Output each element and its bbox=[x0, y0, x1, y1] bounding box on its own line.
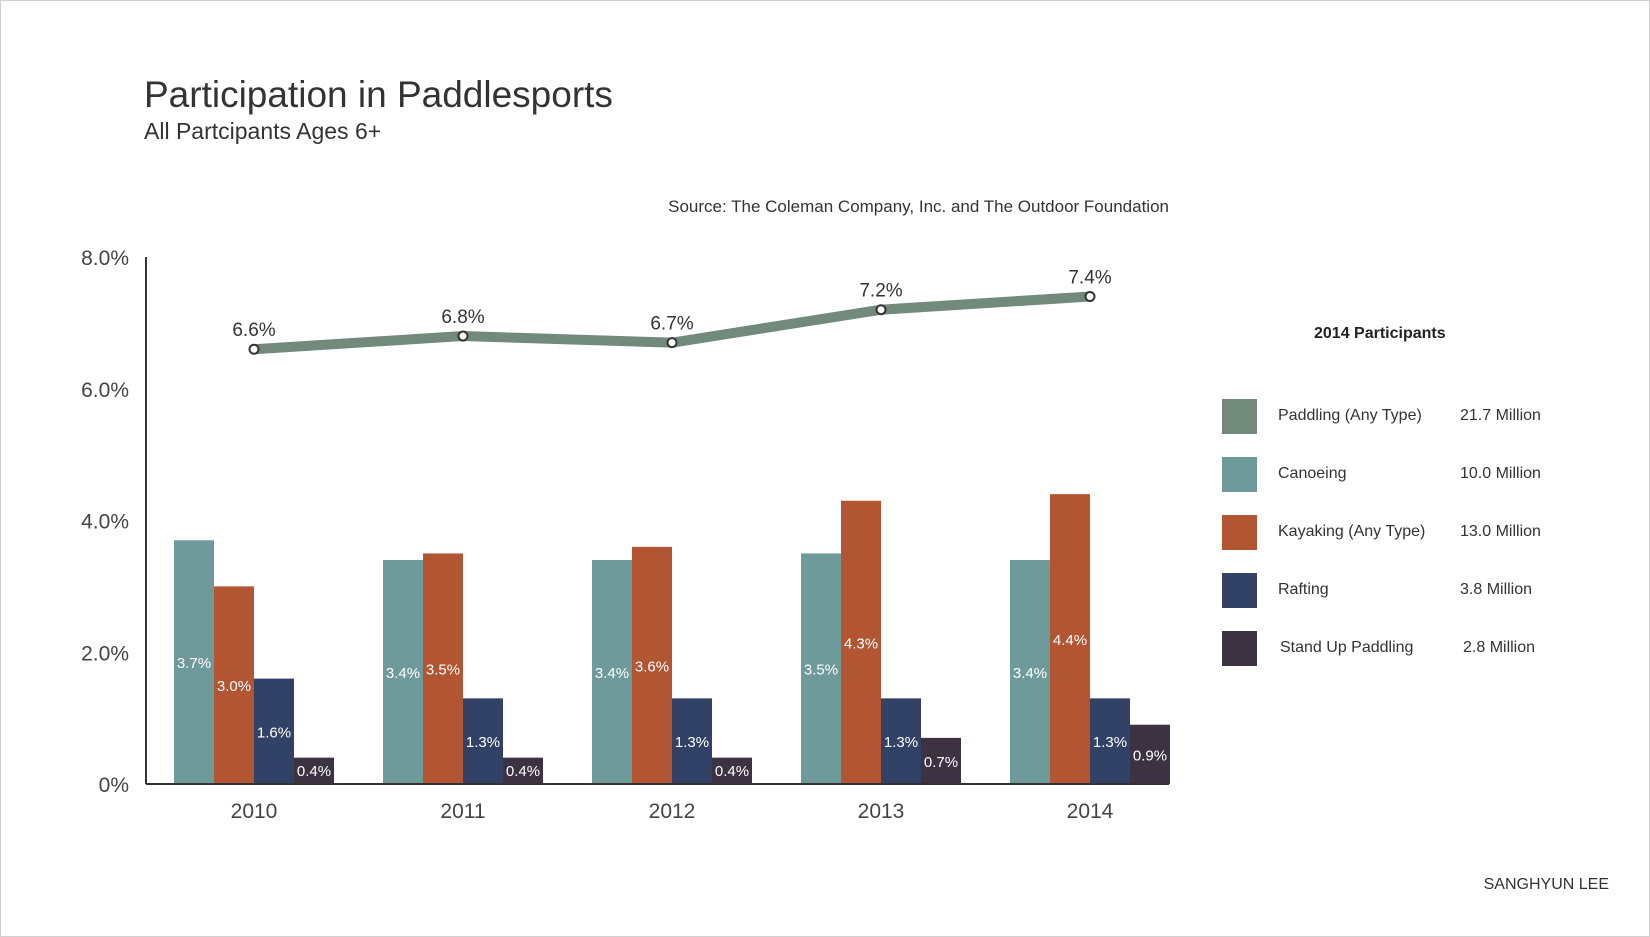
x-tick-label: 2014 bbox=[1067, 800, 1114, 823]
legend-item-sup: Stand Up Paddling 2.8 Million bbox=[1222, 631, 1562, 667]
bar-data-label: 3.4% bbox=[386, 665, 420, 682]
bar bbox=[1010, 560, 1050, 784]
line-data-label: 7.4% bbox=[1068, 268, 1111, 289]
source-note: Source: The Coleman Company, Inc. and Th… bbox=[668, 197, 1169, 216]
legend-label-canoeing: Canoeing bbox=[1278, 465, 1347, 482]
bar bbox=[423, 553, 463, 784]
bar-data-label: 0.4% bbox=[715, 763, 749, 780]
line-data-label: 6.8% bbox=[441, 307, 484, 328]
x-tick-label: 2010 bbox=[231, 800, 278, 823]
legend-label-rafting: Rafting bbox=[1278, 581, 1329, 598]
legend-value-sup: 2.8 Million bbox=[1463, 639, 1536, 656]
legend-item-rafting: Rafting 3.8 Million bbox=[1222, 573, 1562, 609]
legend-swatch-kayaking bbox=[1222, 515, 1257, 550]
bar bbox=[463, 698, 503, 784]
y-axis-ticks: 0% 2.0% 4.0% 6.0% 8.0% bbox=[81, 247, 129, 797]
line-data-label: 6.7% bbox=[650, 314, 693, 335]
bar-data-label: 3.5% bbox=[426, 662, 460, 679]
bar bbox=[294, 757, 334, 784]
bar bbox=[712, 757, 752, 784]
x-axis-ticks: 2010 2011 2012 2013 2014 bbox=[231, 800, 1114, 823]
x-tick-label: 2012 bbox=[649, 800, 696, 823]
bar-data-label: 0.7% bbox=[924, 754, 958, 771]
line-point bbox=[457, 330, 469, 342]
line-group: 6.6% 6.8% 6.7% 7.2% 7.4% bbox=[232, 268, 1112, 355]
bar-data-label: 1.6% bbox=[257, 724, 291, 741]
legend-item-canoeing: Canoeing 10.0 Million bbox=[1222, 457, 1562, 493]
y-tick-label: 6.0% bbox=[81, 379, 129, 402]
bar-data-label: 1.3% bbox=[884, 734, 918, 751]
bar-data-label: 3.7% bbox=[177, 655, 211, 672]
legend-item-kayaking: Kayaking (Any Type) 13.0 Million bbox=[1222, 515, 1562, 551]
chart-subtitle: All Partcipants Ages 6+ bbox=[144, 118, 382, 144]
bar-data-label: 1.3% bbox=[1093, 734, 1127, 751]
legend-swatch-paddling bbox=[1222, 399, 1257, 434]
legend-swatch-canoeing bbox=[1222, 457, 1257, 492]
legend-value-kayaking: 13.0 Million bbox=[1460, 523, 1541, 540]
bars-group: 3.7% 3.4% 3.4% 3.5% 3.4% 3.0% 3.5% 3.6% 4.3% 4.4%… bbox=[174, 494, 1170, 784]
chart-title: Participation in Paddlesports bbox=[144, 74, 613, 115]
bar bbox=[503, 757, 543, 784]
line-point bbox=[875, 304, 887, 316]
bar bbox=[921, 737, 961, 784]
author-credit: SANGHYUN LEE bbox=[1483, 876, 1609, 893]
bar bbox=[592, 560, 632, 784]
legend-title: 2014 Participants bbox=[1314, 325, 1446, 342]
bar bbox=[881, 698, 921, 784]
line-point bbox=[248, 343, 260, 355]
line-data-label: 7.2% bbox=[859, 281, 902, 302]
bar-data-label: 3.5% bbox=[804, 662, 838, 679]
bar bbox=[1090, 698, 1130, 784]
bar bbox=[383, 560, 423, 784]
y-tick-label: 2.0% bbox=[81, 642, 129, 665]
bar-data-label: 3.0% bbox=[217, 678, 251, 695]
legend-label-paddling: Paddling (Any Type) bbox=[1278, 407, 1422, 424]
bar-data-label: 3.4% bbox=[1013, 665, 1047, 682]
bar bbox=[672, 698, 712, 784]
legend-swatch-sup bbox=[1222, 631, 1257, 666]
bar bbox=[1130, 724, 1170, 784]
legend-value-paddling: 21.7 Million bbox=[1460, 407, 1541, 424]
y-tick-label: 0% bbox=[99, 774, 129, 797]
bar bbox=[1050, 494, 1090, 784]
line-point bbox=[1084, 291, 1096, 303]
bar-data-label: 1.3% bbox=[675, 734, 709, 751]
line-point bbox=[666, 337, 678, 349]
legend-swatch-rafting bbox=[1222, 573, 1257, 608]
bar-data-label: 3.6% bbox=[635, 658, 669, 675]
bar bbox=[841, 500, 881, 784]
bar-data-label: 0.9% bbox=[1133, 747, 1167, 764]
bar-data-label: 3.4% bbox=[595, 665, 629, 682]
bar bbox=[254, 678, 294, 784]
y-tick-label: 8.0% bbox=[81, 247, 129, 270]
y-tick-label: 4.0% bbox=[81, 511, 129, 534]
bar-data-label: 1.3% bbox=[466, 734, 500, 751]
line-data-label: 6.6% bbox=[232, 320, 275, 341]
legend-label-kayaking: Kayaking (Any Type) bbox=[1278, 523, 1426, 540]
bar bbox=[801, 553, 841, 784]
x-tick-label: 2011 bbox=[440, 800, 485, 823]
bar-data-label: 4.3% bbox=[844, 635, 878, 652]
bar bbox=[214, 586, 254, 784]
bar-data-label: 0.4% bbox=[297, 763, 331, 780]
legend-value-canoeing: 10.0 Million bbox=[1460, 465, 1541, 482]
axes bbox=[145, 257, 1169, 785]
bar bbox=[632, 546, 672, 784]
legend-item-paddling: Paddling (Any Type) 21.7 Million bbox=[1222, 399, 1562, 435]
x-tick-label: 2013 bbox=[858, 800, 905, 823]
bar bbox=[174, 540, 214, 784]
legend-label-sup: Stand Up Paddling bbox=[1280, 639, 1414, 656]
bar-data-label: 0.4% bbox=[506, 763, 540, 780]
legend-value-rafting: 3.8 Million bbox=[1460, 581, 1533, 598]
bar-data-label: 4.4% bbox=[1053, 632, 1087, 649]
